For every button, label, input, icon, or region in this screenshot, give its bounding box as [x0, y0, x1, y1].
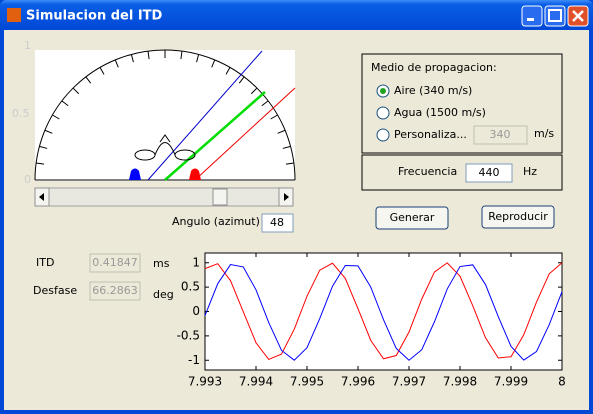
itd-box [89, 253, 141, 273]
dial-tick [39, 145, 48, 149]
custom-unit: m/s [534, 127, 554, 140]
custom-value: 340 [490, 128, 511, 141]
y-tick-label: 1 [192, 255, 200, 269]
dial-tick [36, 162, 45, 165]
x-tick-label: 7.995 [290, 375, 324, 389]
medium-title: Medio de propagacion: [371, 61, 497, 74]
radio-label: Aire (340 m/s) [394, 84, 472, 97]
itd-unit: ms [153, 257, 170, 270]
diagram-axis-label: 0.5 [12, 107, 30, 120]
angle-value: 48 [270, 216, 284, 229]
diagram-axis-label: 1 [24, 39, 31, 52]
dial-tick [99, 67, 105, 75]
radio-custom[interactable] [376, 128, 390, 142]
dial-tick [261, 100, 269, 107]
dial-tick [285, 162, 294, 165]
x-tick-label: 7.996 [341, 375, 375, 389]
plot-area [204, 252, 563, 371]
x-tick-label: 7.994 [239, 375, 273, 389]
dial-tick [130, 54, 134, 63]
dial-tick [180, 51, 183, 60]
radio-label: Agua (1500 m/s) [394, 106, 486, 119]
title-bar [0, 0, 593, 30]
y-tick-label: -1 [188, 353, 200, 367]
dial-tick [277, 129, 286, 134]
dial-tick [85, 76, 92, 84]
signal-line [204, 262, 563, 361]
dial-tick [147, 51, 150, 60]
diagram-axis-label: 0 [24, 173, 31, 186]
maximize-button[interactable] [544, 5, 566, 27]
itd-label: ITD [36, 256, 54, 269]
minimize-button[interactable] [521, 5, 543, 27]
angle-input[interactable] [261, 213, 294, 233]
dial-tick [72, 87, 80, 95]
y-tick-label: 0 [192, 304, 200, 318]
app-icon [7, 8, 21, 22]
dial-tick [238, 76, 245, 84]
dial-tick [211, 59, 216, 68]
dial-tick [250, 87, 258, 95]
play-button[interactable]: Reproducir [481, 205, 555, 229]
phase-unit: deg [153, 288, 174, 301]
button-label: Reproducir [488, 210, 548, 223]
radio-label: Personaliza... [394, 128, 467, 141]
generate-button[interactable]: Generar [375, 206, 449, 230]
dial-tick [225, 67, 231, 75]
medium-panel [361, 53, 563, 154]
frequency-panel [361, 154, 563, 191]
dial-tick [114, 59, 119, 68]
radio-water[interactable] [376, 106, 390, 120]
phase-label: Desfase [33, 284, 77, 297]
phase-box [89, 281, 141, 301]
diagram [34, 49, 296, 181]
angle-slider[interactable] [34, 187, 294, 207]
itd-value: 0.41847 [92, 256, 138, 269]
x-tick-label: 7.999 [494, 375, 528, 389]
window-title: Simulacion del ITD [26, 9, 163, 24]
dial-tick [282, 145, 291, 149]
x-tick-label: 7.993 [188, 375, 222, 389]
phase-value: 66.2863 [92, 284, 138, 297]
dial-tick [270, 114, 278, 120]
x-tick-label: 7.998 [443, 375, 477, 389]
y-tick-label: -0.5 [177, 328, 200, 342]
dial-tick [52, 114, 60, 120]
x-tick-label: 8 [558, 375, 566, 389]
dial-tick [44, 129, 53, 134]
y-tick-label: 0.5 [181, 280, 200, 294]
angle-label: Angulo (azimut) [172, 215, 260, 228]
x-tick-label: 7.997 [392, 375, 426, 389]
frequency-unit: Hz [523, 165, 537, 178]
radio-air[interactable] [376, 84, 390, 98]
frequency-value: 440 [479, 166, 500, 179]
button-label: Generar [390, 211, 435, 224]
dial-tick [61, 100, 69, 107]
dial-tick [196, 54, 200, 63]
frequency-input[interactable] [465, 163, 513, 183]
close-button[interactable] [567, 5, 589, 27]
signal-line [204, 264, 563, 361]
custom-input [473, 125, 528, 145]
frequency-label: Frecuencia [398, 165, 457, 178]
